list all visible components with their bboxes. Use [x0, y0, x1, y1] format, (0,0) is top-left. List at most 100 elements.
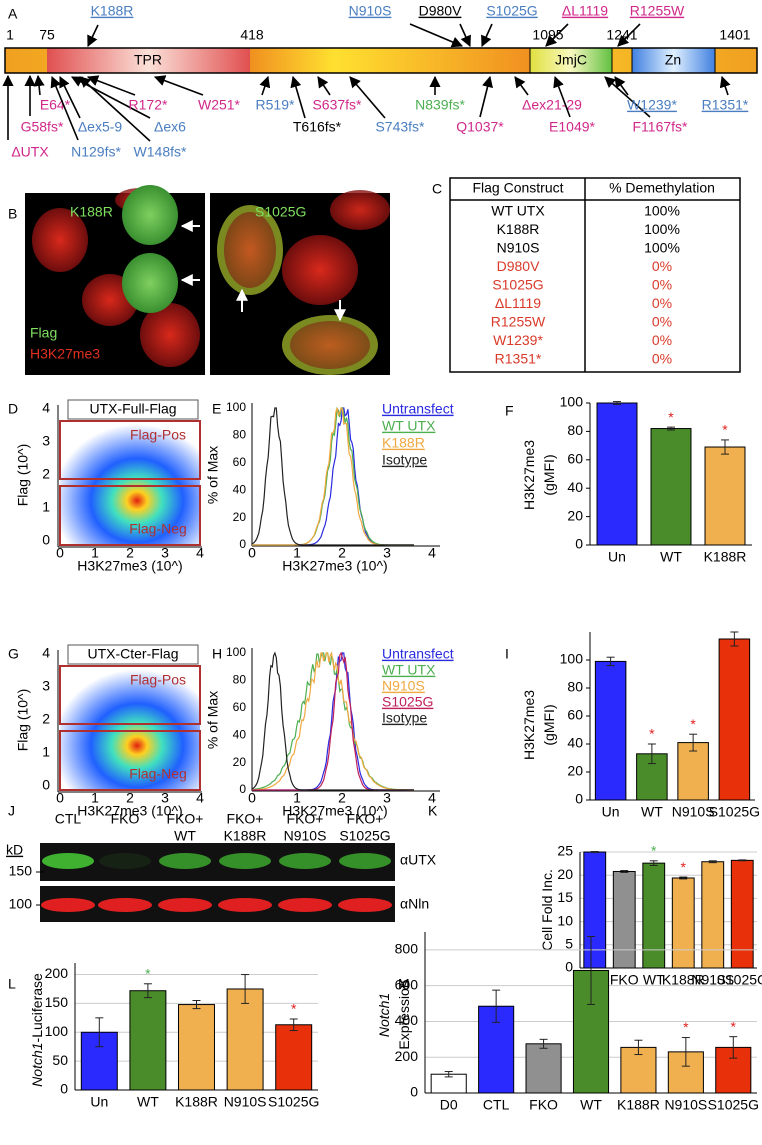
- bar: [583, 851, 607, 969]
- y-tick-label: 80: [233, 673, 247, 687]
- significance-marker: *: [681, 859, 687, 875]
- mutation-label: W1239*: [627, 97, 677, 113]
- arrow: [50, 75, 79, 141]
- x-tick-label: 4: [428, 545, 436, 561]
- y-tick-label: 40: [233, 727, 247, 741]
- panel-label: C: [432, 181, 442, 197]
- arrow: [33, 74, 45, 96]
- lane-label: K188R: [224, 828, 267, 844]
- legend-entry: N910S: [382, 678, 425, 694]
- bar: [718, 638, 751, 801]
- y-tick-label: 3: [42, 433, 50, 449]
- gate-label: Flag-Pos: [130, 672, 186, 688]
- x-tick-label: Un: [608, 549, 626, 565]
- y-tick-label: 20: [567, 507, 583, 523]
- legend-entry: WT UTX: [382, 418, 436, 434]
- arrow: [479, 75, 493, 118]
- table-cell: 0%: [652, 277, 672, 293]
- x-tick-label: K188R: [175, 1094, 218, 1110]
- x-tick-label: 4: [196, 790, 204, 806]
- x-tick-label: CTL: [483, 1097, 510, 1113]
- arrow: [459, 23, 471, 48]
- protein-outline: [4, 47, 758, 74]
- bar: [650, 428, 692, 546]
- nucleus: [140, 303, 200, 367]
- y-tick-label: 20: [233, 755, 247, 769]
- y-tick-label: 0: [42, 777, 50, 793]
- gate-label: Flag-Pos: [130, 427, 186, 443]
- arrow: [86, 75, 136, 96]
- panel-label: B: [8, 206, 17, 222]
- y-tick-label: 0: [60, 1081, 68, 1097]
- y-tick-label: 10: [557, 912, 573, 928]
- lane-label: N910S: [284, 828, 327, 844]
- title-box: [67, 399, 199, 420]
- gate-label: Flag-Neg: [129, 766, 187, 782]
- table-cell: 100%: [644, 221, 680, 237]
- arrow: [719, 75, 731, 96]
- y-tick-label: 40: [567, 479, 583, 495]
- lane-label: FKO+: [347, 811, 384, 827]
- nucleus: [224, 212, 276, 288]
- y-tick-label: 40: [233, 482, 247, 496]
- legend-entry: Isotype: [382, 452, 427, 468]
- gate: [59, 730, 201, 791]
- x-tick-label: WT: [643, 972, 665, 988]
- y-axis-label-part: (gMFI): [541, 704, 557, 745]
- residue-number: 75: [39, 27, 55, 43]
- bar: [704, 446, 746, 546]
- mutation-label: W251*: [198, 97, 241, 113]
- table-cell: D980V: [497, 258, 540, 274]
- panel-label: E: [212, 401, 221, 417]
- significance-marker: *: [731, 1018, 737, 1034]
- micrograph-1: [25, 185, 205, 375]
- table-cell: 0%: [652, 314, 672, 330]
- lane-label: FKO+: [227, 811, 264, 827]
- y-axis-label: Flag (10^): [15, 444, 31, 507]
- legend-entry: Untransfect: [382, 646, 454, 662]
- mutation-label: Δex6: [154, 119, 186, 135]
- histogram-curve: [251, 651, 414, 791]
- x-tick-label: 0: [248, 790, 256, 806]
- lane-label: WT: [174, 828, 196, 844]
- band: [158, 898, 212, 912]
- y-tick-label: 15: [557, 889, 573, 905]
- band: [278, 898, 332, 912]
- x-tick-label: 4: [428, 790, 436, 806]
- x-axis-label: H3K27me3 (10^): [77, 558, 182, 574]
- significance-marker: *: [651, 843, 657, 859]
- y-tick-label: 5: [565, 936, 573, 952]
- significance-marker: *: [668, 409, 674, 425]
- y-tick-label: 600: [395, 976, 419, 992]
- bar: [596, 402, 638, 546]
- bar: [701, 861, 725, 969]
- x-tick-label: S1025G: [268, 1094, 319, 1110]
- mutation-label: R1255W: [630, 3, 685, 19]
- density-cloud: [60, 663, 200, 790]
- y-tick-label: 3: [42, 678, 50, 694]
- y-axis-label-part: (gMFI): [541, 454, 557, 495]
- y-axis-label: Expression: [396, 980, 412, 1049]
- x-tick-label: 3: [383, 790, 391, 806]
- x-tick-label: 1: [293, 790, 301, 806]
- legend-entry: S1025G: [382, 694, 433, 710]
- x-tick-label: 0: [56, 545, 64, 561]
- legend-entry: Isotype: [382, 710, 427, 726]
- protein-mid: [250, 48, 530, 73]
- significance-marker: *: [649, 726, 655, 742]
- y-axis-label-part: H3K27me3: [521, 440, 537, 510]
- arrow: [349, 76, 386, 119]
- x-axis-label: H3K27me3 (10^): [282, 803, 387, 819]
- plot-title: UTX-Full-Flag: [89, 401, 176, 417]
- table-cell: R1351*: [495, 351, 542, 367]
- y-tick-label: 60: [567, 451, 583, 467]
- table-cell: 0%: [652, 351, 672, 367]
- mutation-label: N129fs*: [71, 144, 121, 160]
- mutation-label: Δex5-9: [78, 119, 123, 135]
- channel-label: H3K27me3: [30, 346, 100, 362]
- mutation-label: W148fs*: [134, 144, 187, 160]
- mutation-label: S1025G: [486, 3, 537, 19]
- x-tick-label: 2: [338, 790, 346, 806]
- y-axis-label-part: Notch1: [29, 1042, 45, 1086]
- band: [159, 853, 211, 869]
